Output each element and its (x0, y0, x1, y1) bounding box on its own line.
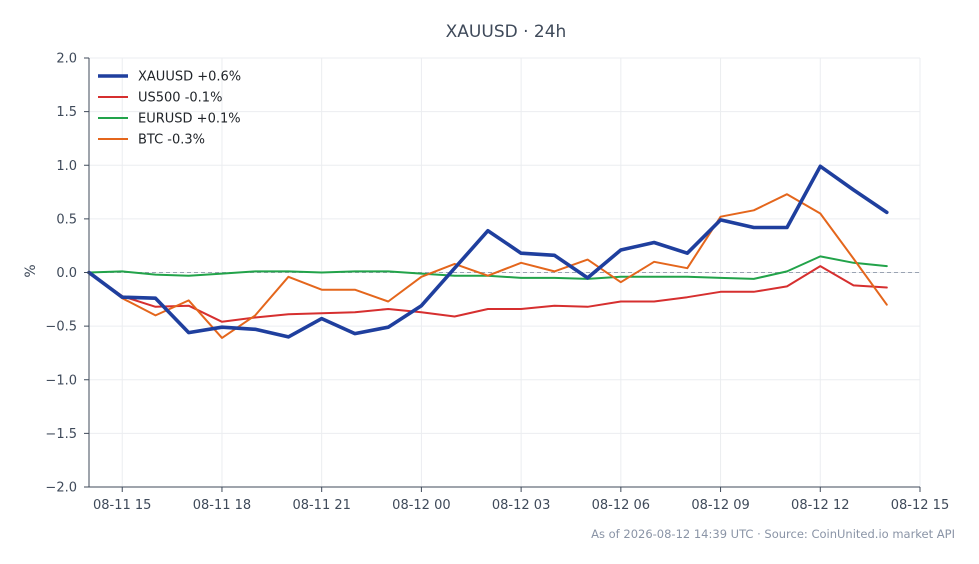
x-tick-label: 08-12 00 (392, 498, 450, 513)
series-line-xauusd (87, 164, 889, 339)
y-tick-label: −1.0 (45, 373, 77, 388)
legend-label-us500: US500 -0.1% (138, 91, 222, 106)
x-tick-label: 08-11 18 (193, 498, 251, 513)
y-tick-label: −1.5 (45, 427, 77, 442)
x-tick-label: 08-12 06 (592, 498, 650, 513)
y-axis-ticks: 2.0 1.5 1.0 0.5 0.0 −0.5 −1.0 −1.5 −2.0 (45, 52, 89, 496)
x-tick-label: 08-12 09 (691, 498, 749, 513)
legend-label-xauusd: XAUUSD +0.6% (138, 70, 241, 85)
series-line-us500 (88, 265, 888, 323)
x-axis-ticks: 08-11 15 08-11 18 08-11 21 08-12 00 08-12 03… (93, 487, 949, 513)
y-tick-label: 0.0 (56, 266, 77, 281)
legend-label-btc: BTC -0.3% (138, 133, 205, 148)
x-tick-label: 08-12 12 (791, 498, 849, 513)
x-tick-label: 08-11 21 (292, 498, 350, 513)
series-lines (87, 164, 889, 339)
x-tick-label: 08-11 15 (93, 498, 151, 513)
x-tick-label: 08-12 03 (492, 498, 550, 513)
chart-title: XAUUSD · 24h (446, 22, 567, 42)
legend: XAUUSD +0.6% US500 -0.1% EURUSD +0.1% BTC -… (98, 70, 241, 148)
y-axis-label: % (23, 264, 39, 277)
y-tick-label: 1.0 (56, 159, 77, 174)
y-tick-label: −0.5 (45, 320, 77, 335)
y-tick-label: 2.0 (56, 52, 77, 67)
source-footnote: As of 2026-08-12 14:39 UTC · Source: Coi… (591, 527, 955, 541)
x-tick-label: 08-12 15 (891, 498, 949, 513)
y-tick-label: −2.0 (45, 481, 77, 496)
series-line-btc (88, 193, 888, 339)
legend-label-eurusd: EURUSD +0.1% (138, 112, 241, 127)
y-tick-label: 1.5 (56, 105, 77, 120)
y-tick-label: 0.5 (56, 212, 77, 227)
